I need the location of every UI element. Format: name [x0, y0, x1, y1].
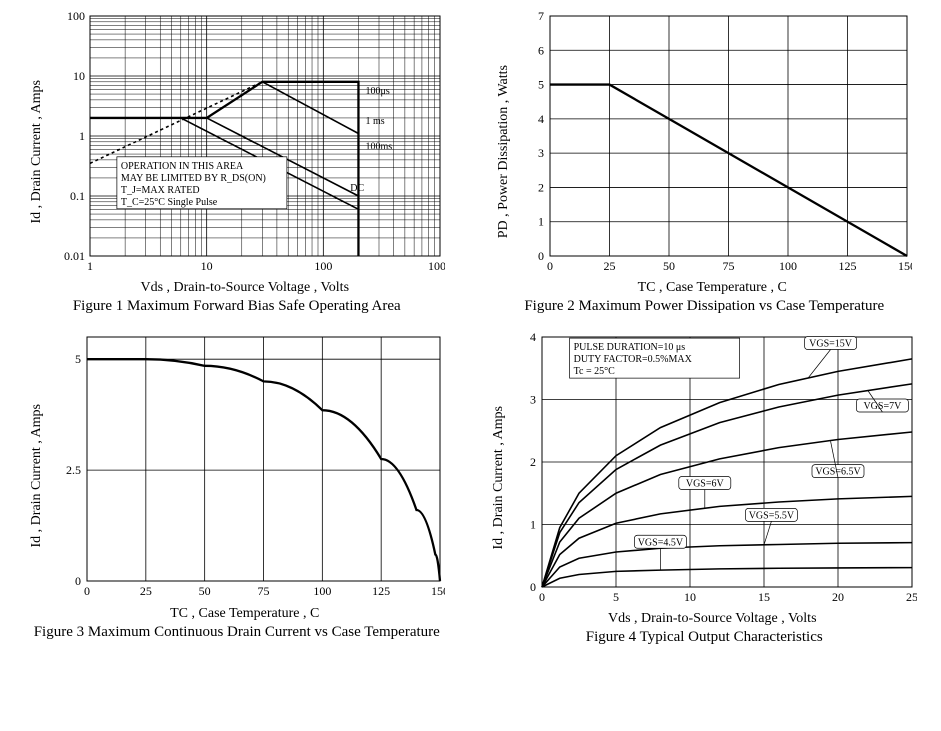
svg-text:100: 100 [779, 259, 797, 273]
figure-4-panel: Id , Drain Current , Amps 0 5 10 15 20 25 0 1 2 3… [476, 329, 934, 646]
svg-text:1: 1 [530, 518, 536, 532]
svg-text:VGS=6.5V: VGS=6.5V [816, 467, 862, 478]
figure-2-panel: PD , Power Dissipation , Watts 025507510… [476, 8, 934, 325]
fig1-xlabel: Vds , Drain-to-Source Voltage , Volts [140, 280, 349, 296]
svg-text:10: 10 [684, 590, 696, 604]
svg-text:2: 2 [530, 455, 536, 469]
svg-text:10: 10 [200, 259, 212, 273]
svg-text:5: 5 [613, 590, 619, 604]
svg-text:DUTY FACTOR=0.5%MAX: DUTY FACTOR=0.5%MAX [574, 354, 693, 365]
svg-text:VGS=4.5V: VGS=4.5V [638, 537, 684, 548]
svg-text:3: 3 [530, 393, 536, 407]
svg-text:VGS=6V: VGS=6V [686, 479, 725, 490]
fig3-caption: Figure 3 Maximum Continuous Drain Curren… [34, 624, 440, 641]
datasheet-figure-grid: Id , Drain Current , Amps 11010010000.01… [8, 8, 933, 646]
fig3-ylabel: Id , Drain Current , Amps [29, 404, 45, 547]
svg-text:VGS=5.5V: VGS=5.5V [749, 510, 795, 521]
svg-text:150: 150 [431, 584, 445, 598]
fig3-xlabel: TC , Case Temperature , C [170, 606, 319, 622]
svg-text:100μs: 100μs [365, 86, 389, 97]
svg-text:1 ms: 1 ms [365, 116, 384, 127]
svg-text:2.5: 2.5 [66, 463, 81, 477]
svg-text:0: 0 [539, 590, 545, 604]
svg-text:0.01: 0.01 [64, 249, 85, 263]
figure-1-panel: Id , Drain Current , Amps 1 10 100 1000 0.01… [8, 8, 466, 325]
svg-text:15: 15 [758, 590, 770, 604]
svg-text:50: 50 [663, 259, 675, 273]
fig1-plot: 1 10 100 1000 0.01 0.1 1 10 100 100μs 1 ms 100ms DC O… [45, 8, 445, 278]
svg-text:100: 100 [313, 584, 331, 598]
svg-text:1: 1 [87, 259, 93, 273]
svg-text:10: 10 [73, 69, 85, 83]
svg-text:5: 5 [75, 352, 81, 366]
svg-text:VGS=15V: VGS=15V [809, 339, 853, 350]
svg-text:4: 4 [530, 330, 536, 344]
svg-text:Tc = 25°C: Tc = 25°C [574, 366, 615, 377]
svg-text:T_C=25°C Single Pulse: T_C=25°C Single Pulse [121, 197, 218, 208]
svg-text:75: 75 [257, 584, 269, 598]
svg-text:20: 20 [832, 590, 844, 604]
svg-text:0.1: 0.1 [70, 189, 85, 203]
svg-text:PULSE DURATION=10 μs: PULSE DURATION=10 μs [574, 342, 686, 353]
fig4-xlabel: Vds , Drain-to-Source Voltage , Volts [608, 611, 817, 627]
fig2-caption: Figure 2 Maximum Power Dissipation vs Ca… [524, 298, 884, 315]
svg-text:3: 3 [538, 146, 544, 160]
svg-text:1: 1 [538, 215, 544, 229]
svg-text:100ms: 100ms [365, 141, 392, 152]
fig4-caption: Figure 4 Typical Output Characteristics [586, 629, 823, 646]
svg-text:125: 125 [372, 584, 390, 598]
svg-text:5: 5 [538, 78, 544, 92]
svg-text:100: 100 [314, 259, 332, 273]
fig4-ylabel: Id , Drain Current , Amps [491, 406, 507, 549]
fig1-ylabel: Id , Drain Current , Amps [29, 80, 45, 223]
svg-text:0: 0 [530, 580, 536, 594]
svg-text:OPERATION IN THIS AREA: OPERATION IN THIS AREA [121, 161, 244, 172]
svg-text:MAY BE LIMITED BY R_DS(ON): MAY BE LIMITED BY R_DS(ON) [121, 173, 266, 184]
svg-text:0: 0 [75, 574, 81, 588]
fig2-plot: 0 25 50 75 100 125 150 0 1 2 3 4 5 6 7 [512, 8, 912, 278]
svg-text:50: 50 [198, 584, 210, 598]
fig4-plot: 0 5 10 15 20 25 0 1 2 3 4 PULSE DURATION=10 μsDUTY … [507, 329, 917, 609]
svg-text:0: 0 [547, 259, 553, 273]
svg-text:0: 0 [84, 584, 90, 598]
svg-text:125: 125 [839, 259, 857, 273]
svg-text:0: 0 [538, 249, 544, 263]
svg-text:6: 6 [538, 43, 544, 57]
svg-text:T_J=MAX RATED: T_J=MAX RATED [121, 185, 200, 196]
fig2-ylabel: PD , Power Dissipation , Watts [496, 65, 512, 238]
fig3-plot: 0 25 50 75 100 125 150 0 2.5 5 [45, 329, 445, 604]
fig2-xlabel: TC , Case Temperature , C [638, 280, 787, 296]
svg-text:2: 2 [538, 180, 544, 194]
svg-text:DC: DC [350, 183, 364, 194]
svg-text:1000: 1000 [428, 259, 445, 273]
svg-text:25: 25 [140, 584, 152, 598]
svg-text:4: 4 [538, 112, 544, 126]
svg-text:75: 75 [723, 259, 735, 273]
svg-text:25: 25 [906, 590, 917, 604]
figure-3-panel: Id , Drain Current , Amps 02550751001251… [8, 329, 466, 646]
fig1-caption: Figure 1 Maximum Forward Bias Safe Opera… [73, 298, 401, 315]
svg-text:7: 7 [538, 9, 544, 23]
svg-text:25: 25 [604, 259, 616, 273]
svg-text:100: 100 [67, 9, 85, 23]
svg-text:1: 1 [79, 129, 85, 143]
svg-text:150: 150 [898, 259, 912, 273]
svg-text:VGS=7V: VGS=7V [864, 401, 903, 412]
